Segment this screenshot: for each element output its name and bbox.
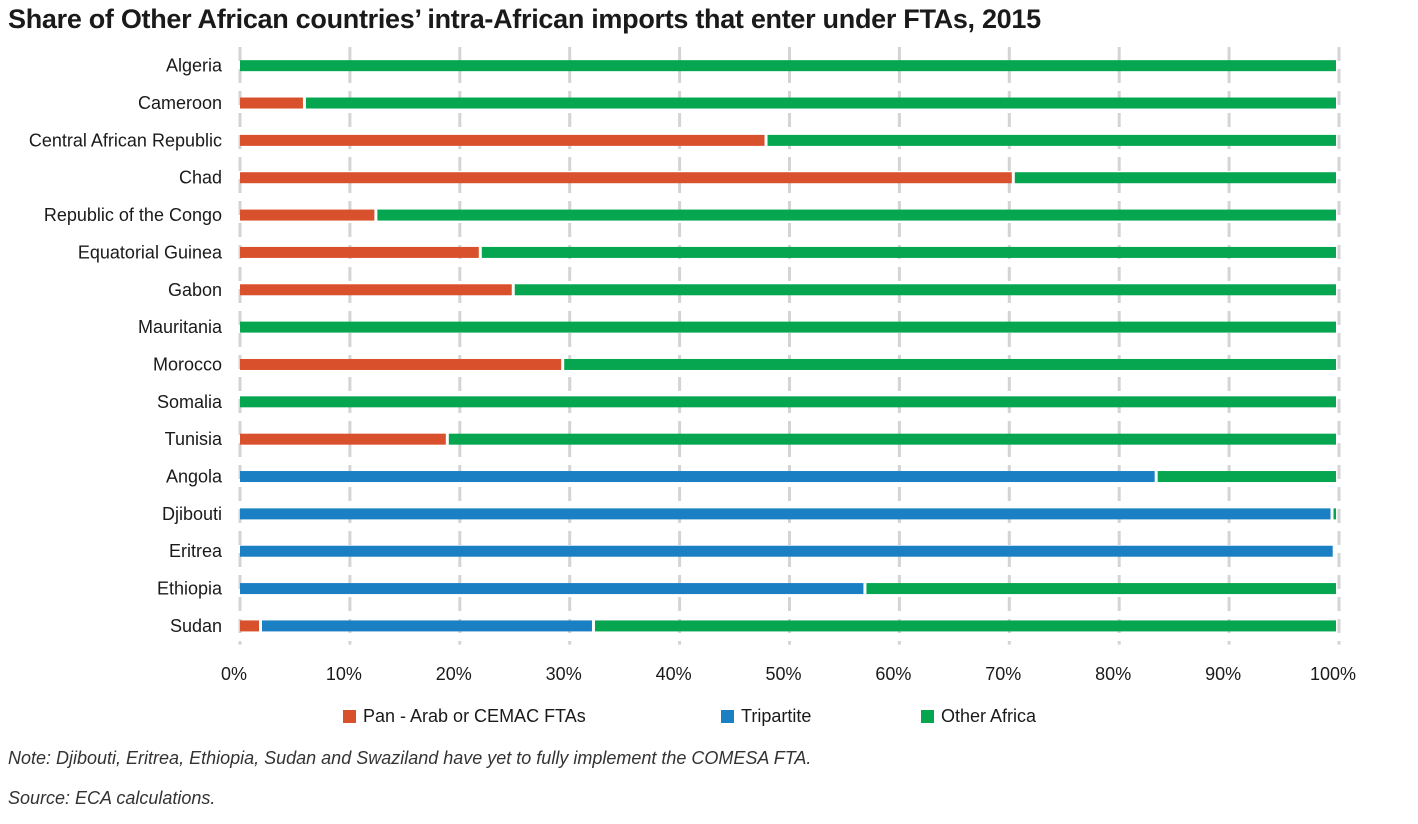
bar-segment: [240, 60, 1336, 72]
bar-segment: [240, 471, 1155, 483]
bar-segment: [564, 358, 1336, 370]
bar-segment: [240, 508, 1331, 520]
legend-label: Other Africa: [941, 706, 1037, 726]
category-label: Djibouti: [162, 504, 222, 524]
bar-segment: [767, 134, 1336, 146]
category-label: Central African Republic: [29, 130, 222, 150]
legend: Pan - Arab or CEMAC FTAs Tripartite Other …: [343, 706, 1037, 726]
bar-segment: [1333, 508, 1336, 520]
bar-segment: [481, 246, 1336, 258]
x-tick-label: 30%: [546, 664, 582, 684]
legend-label: Pan - Arab or CEMAC FTAs: [363, 706, 586, 726]
chart-title: Share of Other African countries’ intra-…: [8, 4, 1041, 34]
bar-segment: [866, 583, 1336, 595]
x-tick-label: 60%: [875, 664, 911, 684]
bar-segment: [240, 321, 1336, 333]
bar-segment: [240, 134, 765, 146]
category-label: Eritrea: [169, 541, 223, 561]
bar-segment: [240, 284, 512, 296]
category-labels: Algeria Cameroon Central African Republic C…: [29, 56, 223, 636]
stacked-bar-chart: Algeria Cameroon Central African Republic C…: [29, 47, 1356, 726]
x-tick-label: 10%: [326, 664, 362, 684]
category-label: Equatorial Guinea: [78, 242, 223, 262]
bar-segment: [448, 433, 1336, 445]
bar-segment: [240, 396, 1336, 408]
bar-segments: [240, 60, 1337, 632]
source-text: Source: ECA calculations.: [8, 788, 216, 808]
x-tick-label: 40%: [656, 664, 692, 684]
category-label: Sudan: [170, 616, 222, 636]
bar-segment: [261, 620, 592, 632]
bar-segment: [240, 433, 446, 445]
x-tick-labels: 0% 10% 20% 30% 40% 50% 60% 70% 80% 90% 100%: [221, 664, 1356, 684]
x-tick-label: 90%: [1205, 664, 1241, 684]
legend-swatch: [721, 710, 734, 723]
bar-segment: [240, 172, 1012, 184]
category-label: Chad: [179, 168, 222, 188]
x-tick-label: 0%: [221, 664, 247, 684]
x-tick-label: 20%: [436, 664, 472, 684]
bar-segment: [305, 97, 1337, 109]
category-label: Cameroon: [138, 93, 222, 113]
bar-segment: [1014, 172, 1336, 184]
legend-label: Tripartite: [741, 706, 811, 726]
footnotes: Note: Djibouti, Eritrea, Ethiopia, Sudan…: [8, 744, 811, 824]
category-label: Tunisia: [165, 429, 223, 449]
category-label: Republic of the Congo: [44, 205, 222, 225]
bar-segment: [240, 209, 375, 221]
x-tick-label: 70%: [985, 664, 1021, 684]
bar-segment: [240, 583, 864, 595]
category-label: Morocco: [153, 354, 222, 374]
category-label: Somalia: [157, 392, 223, 412]
bar-segment: [594, 620, 1336, 632]
x-tick-label: 80%: [1095, 664, 1131, 684]
grid-lines: [238, 47, 1341, 645]
legend-swatch: [921, 710, 934, 723]
bar-segment: [240, 246, 479, 258]
legend-swatch: [343, 710, 356, 723]
bar-segment: [514, 284, 1336, 296]
bar-segment: [240, 545, 1333, 557]
x-tick-label: 50%: [765, 664, 801, 684]
bar-segment: [240, 97, 303, 109]
category-label: Ethiopia: [157, 579, 223, 599]
bar-segment: [377, 209, 1336, 221]
bar-segment: [240, 358, 562, 370]
category-label: Angola: [166, 467, 223, 487]
bar-segment: [240, 620, 259, 632]
note-text: Note: Djibouti, Eritrea, Ethiopia, Sudan…: [8, 748, 812, 768]
category-label: Algeria: [166, 56, 223, 76]
category-label: Gabon: [168, 280, 222, 300]
bar-segment: [1157, 471, 1336, 483]
category-label: Mauritania: [138, 317, 223, 337]
x-tick-label: 100%: [1310, 664, 1356, 684]
